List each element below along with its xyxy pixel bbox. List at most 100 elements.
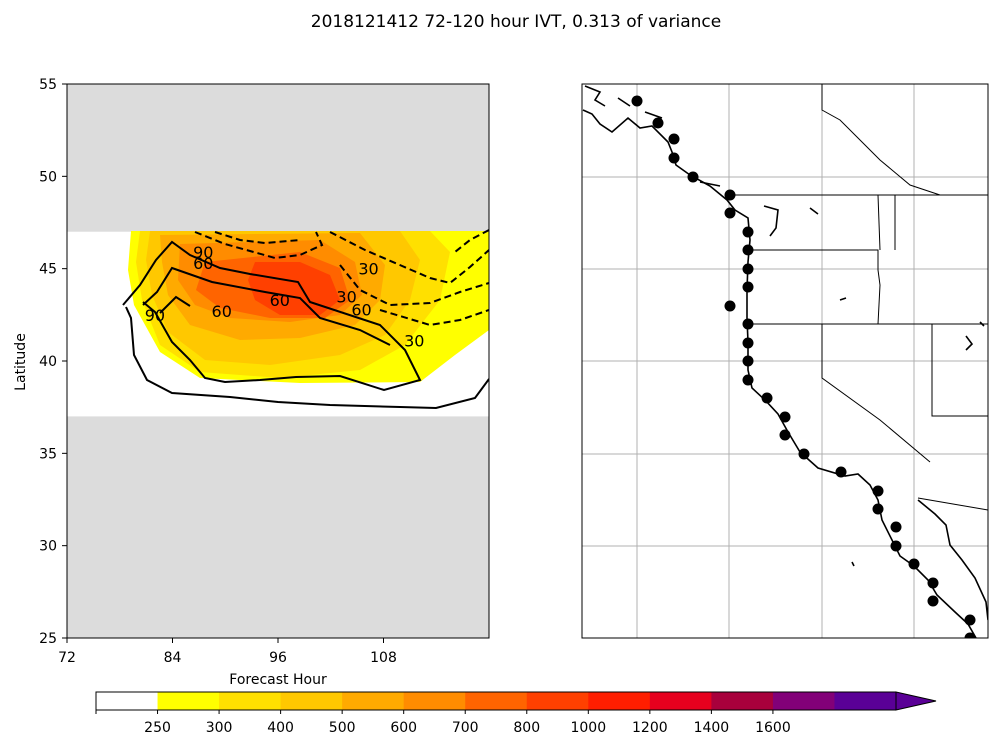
colorbar-segment <box>588 692 651 710</box>
contour-label: 30 <box>404 332 424 351</box>
border-nv-ut <box>931 324 988 417</box>
track-point <box>724 189 736 201</box>
solid-contours <box>122 240 489 410</box>
colorbar-segment <box>96 692 159 710</box>
contour-dashed-f <box>454 229 489 253</box>
border-id <box>877 194 896 251</box>
colorbar-segment <box>772 692 835 710</box>
figure-title: 2018121412 72-120 hour IVT, 0.313 of var… <box>311 12 721 32</box>
track-point <box>835 466 847 478</box>
contour-dashed-b <box>214 231 301 245</box>
contour-dashed-d <box>339 264 489 307</box>
track-point <box>761 392 773 404</box>
colorbar-tick-label: 1400 <box>694 720 730 736</box>
border-us-mexico <box>917 497 988 511</box>
colorbar-extend-arrow <box>895 691 937 711</box>
track-point <box>742 244 754 256</box>
border-ca-nv <box>821 324 931 463</box>
colorbar-tick-label: 800 <box>513 720 540 736</box>
colorbar-segment <box>526 692 589 710</box>
colorbar-tick-label: 300 <box>206 720 233 736</box>
contour-label: 30 <box>336 287 356 306</box>
border-wa-or <box>750 249 881 325</box>
colorbar-segment <box>711 692 774 710</box>
contour-label: 90 <box>193 243 213 262</box>
dashed-contours <box>194 229 489 327</box>
track-point <box>631 95 643 107</box>
border-bc <box>821 84 941 196</box>
x-tick-label: 108 <box>370 650 397 666</box>
track-point <box>724 207 736 219</box>
colorbar-segment <box>403 692 466 710</box>
y-tick-label: 45 <box>39 262 57 278</box>
track-point <box>964 632 976 638</box>
colorbar-segment <box>342 692 405 710</box>
y-tick-label: 30 <box>39 539 57 555</box>
ivt-fill-800 <box>248 262 340 315</box>
y-tick-label: 35 <box>39 446 57 462</box>
colorbar-segment <box>649 692 712 710</box>
x-axis-label: Forecast Hour <box>229 672 327 688</box>
track-point <box>872 485 884 497</box>
track-points <box>631 95 976 638</box>
track-point <box>742 337 754 349</box>
y-axis-label: Latitude <box>13 333 29 391</box>
contour-label: 90 <box>145 306 165 325</box>
track-point <box>742 263 754 275</box>
contour-label: 60 <box>193 254 213 273</box>
colorbar-segment <box>834 692 897 710</box>
colorbar-tick-label: 1000 <box>570 720 606 736</box>
contour-label: 60 <box>212 302 232 321</box>
colorbar-segment <box>157 692 220 710</box>
contour-solid-30 <box>125 306 489 410</box>
political-borders <box>727 84 988 511</box>
track-point <box>927 577 939 589</box>
contour-solid-60 <box>122 240 422 392</box>
y-tick-label: 55 <box>39 77 57 93</box>
track-point <box>908 558 920 570</box>
track-point <box>927 595 939 607</box>
track-point <box>652 117 664 129</box>
contour-label: 60 <box>270 291 290 310</box>
x-tick-label: 96 <box>269 650 287 666</box>
track-point <box>890 540 902 552</box>
track-point <box>668 152 680 164</box>
track-point <box>668 133 680 145</box>
colorbar-segment <box>280 692 343 710</box>
track-point <box>779 411 791 423</box>
track-point <box>872 503 884 515</box>
x-tick-label: 72 <box>58 650 76 666</box>
contour-label: 30 <box>358 260 378 279</box>
colorbar-tick-label: 500 <box>329 720 356 736</box>
grey-mask-bottom <box>67 416 489 638</box>
track-point <box>687 171 699 183</box>
track-point <box>742 355 754 367</box>
colorbar-tick-label: 400 <box>267 720 294 736</box>
right-map-panel <box>581 83 989 639</box>
track-point <box>779 429 791 441</box>
colorbar-tick-label: 1600 <box>755 720 791 736</box>
coastline-lakes <box>809 207 985 567</box>
y-tick-label: 50 <box>39 169 57 185</box>
colorbar-outline <box>95 691 896 711</box>
map-frame <box>581 83 989 639</box>
track-point <box>964 614 976 626</box>
contour-solid-90 <box>142 266 391 346</box>
grey-mask-top <box>67 84 489 232</box>
track-point <box>742 374 754 386</box>
colorbar-tick-label: 250 <box>144 720 171 736</box>
y-tick-label: 25 <box>39 631 57 647</box>
colorbar-tick-label: 1200 <box>632 720 668 736</box>
y-tick-label: 40 <box>39 354 57 370</box>
colorbar-segment <box>219 692 282 710</box>
coastline-baja-east <box>917 499 988 621</box>
x-tick-label: 84 <box>164 650 182 666</box>
contour-label: 60 <box>351 300 371 319</box>
track-point <box>724 300 736 312</box>
left-axis-ticks: 72 84 96 108 25 30 35 40 45 50 55 <box>39 77 397 666</box>
track-point <box>798 448 810 460</box>
colorbar-tick-label: 600 <box>390 720 417 736</box>
coastline-islands <box>584 85 779 237</box>
